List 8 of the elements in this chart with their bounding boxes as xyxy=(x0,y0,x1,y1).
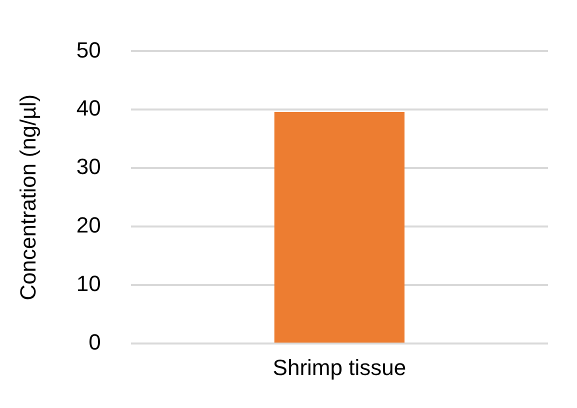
y-tick-label: 0 xyxy=(88,330,101,355)
y-tick-label: 40 xyxy=(76,96,101,121)
y-axis-title: Concentration (ng/µl) xyxy=(15,94,40,300)
y-tick-label: 10 xyxy=(76,271,101,296)
y-tick-label: 20 xyxy=(76,212,101,238)
y-tick-label: 30 xyxy=(76,154,101,180)
x-tick-label: Shrimp tissue xyxy=(272,354,406,380)
y-tick-label: 50 xyxy=(76,37,101,62)
